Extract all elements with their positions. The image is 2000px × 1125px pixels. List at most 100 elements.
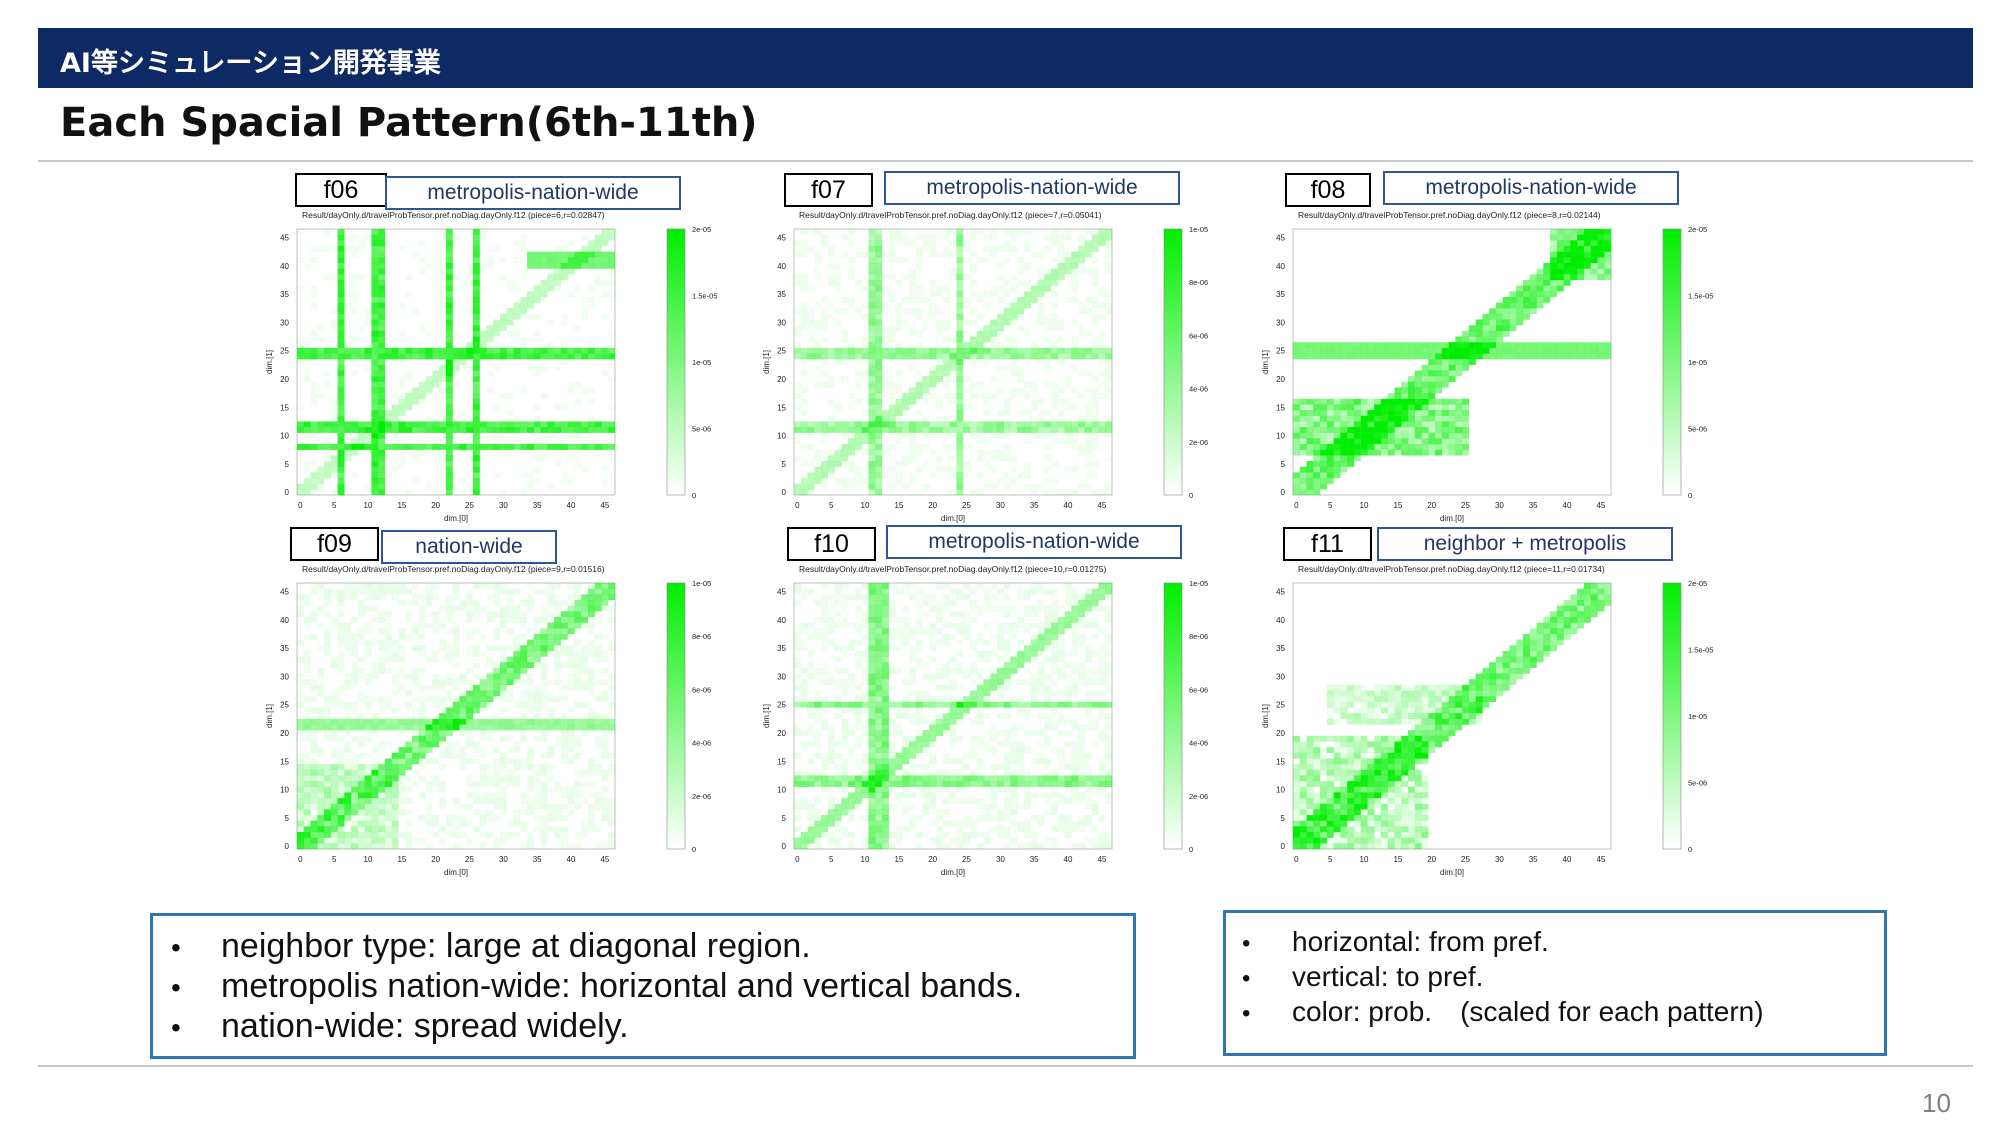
heatmap-cell [493,628,501,635]
heatmap-cell [601,667,609,674]
heatmap-cell [344,781,352,787]
heatmap-cell [1408,393,1415,399]
heatmap-cell [560,472,568,479]
heatmap-cell [493,747,501,753]
heatmap-cell [868,398,876,405]
heatmap-cell [303,483,311,490]
heatmap-cell [344,645,352,652]
heatmap-cell [1347,353,1355,360]
heatmap-cell [445,432,453,439]
heatmap-cell [574,611,582,618]
heatmap-cell [317,792,325,799]
heatmap-cell [317,478,325,484]
heatmap-cell [398,330,406,337]
heatmap-cell [963,472,971,479]
heatmap-cell [800,279,808,286]
heatmap-cell [854,622,862,629]
heatmap-cell [554,809,562,816]
heatmap-cell [814,257,822,264]
heatmap-cell [956,718,964,725]
heatmap-cell [1010,308,1018,315]
heatmap-cell [445,713,453,719]
heatmap-cell [861,724,869,731]
heatmap-cell [1468,336,1476,343]
heatmap-cell [506,769,514,776]
heatmap-cell [915,313,923,320]
heatmap-cell [922,792,930,799]
heatmap-cell [1435,410,1443,416]
heatmap-cell [800,775,808,782]
heatmap-cell [499,679,507,686]
heatmap-cell [936,398,944,405]
x-tick-label: 40 [1064,501,1073,510]
heatmap-cell [581,679,589,686]
heatmap-cell [520,234,528,241]
heatmap-cell [594,650,602,657]
heatmap-cell [1590,229,1598,235]
heatmap-cell [881,353,889,360]
heatmap-cell [364,735,372,742]
heatmap-cell [996,809,1004,816]
heatmap-cell [807,809,815,816]
heatmap-cell [854,684,862,691]
heatmap-cell [297,752,304,759]
heatmap-cell [445,410,453,416]
heatmap-cell [547,611,555,618]
heatmap-cell [351,353,359,360]
heatmap-cell [1044,268,1052,275]
heatmap-cell [814,820,822,827]
heatmap-cell [976,843,984,850]
heatmap-cell [800,701,808,708]
heatmap-cell [969,381,977,388]
heatmap-cell [499,611,507,618]
heatmap-cell [895,410,903,416]
heatmap-cell [854,650,862,657]
heatmap-cell [990,724,998,731]
heatmap-cell [330,730,338,736]
heatmap-cell [902,803,910,810]
heatmap-cell [834,285,842,292]
heatmap-cell [1010,421,1018,428]
heatmap-cell [378,438,386,445]
heatmap-cell [479,769,487,776]
heatmap-cell [479,747,487,753]
heatmap-cell [922,421,930,428]
heatmap-cell [1421,438,1429,445]
heatmap-cell [574,662,582,669]
heatmap-cell [888,803,896,810]
heatmap-cell [412,645,419,652]
heatmap-cell [297,427,304,433]
heatmap-cell [445,245,453,252]
heatmap-cell [881,421,889,428]
heatmap-cell [800,781,808,787]
heatmap-cell [378,798,386,804]
heatmap-cell [794,274,801,281]
heatmap-cell [1306,427,1314,433]
heatmap-cell [949,718,957,725]
heatmap-cell [297,336,304,343]
heatmap-cell [949,820,957,827]
heatmap-cell [1044,274,1052,281]
heatmap-cell [412,741,419,748]
heatmap-cell [594,633,602,640]
heatmap-cell [800,472,808,479]
heatmap-cell [976,257,984,264]
heatmap-cell [425,724,433,731]
heatmap-cell [581,820,589,827]
heatmap-cell [1421,370,1429,377]
heatmap-cell [330,769,338,776]
heatmap-cell [297,483,304,490]
heatmap-cell [527,718,534,725]
heatmap-cell [1448,449,1456,456]
heatmap-cell [1105,359,1113,365]
heatmap-cell [915,781,923,787]
heatmap-cell [364,308,372,315]
heatmap-cell [479,690,487,697]
heatmap-cell [560,724,568,731]
heatmap-cell [466,628,474,635]
heatmap-cell [800,421,808,428]
heatmap-cell [324,588,331,595]
heatmap-cell [942,415,950,422]
heatmap-cell [560,758,568,765]
heatmap-cell [405,837,413,844]
